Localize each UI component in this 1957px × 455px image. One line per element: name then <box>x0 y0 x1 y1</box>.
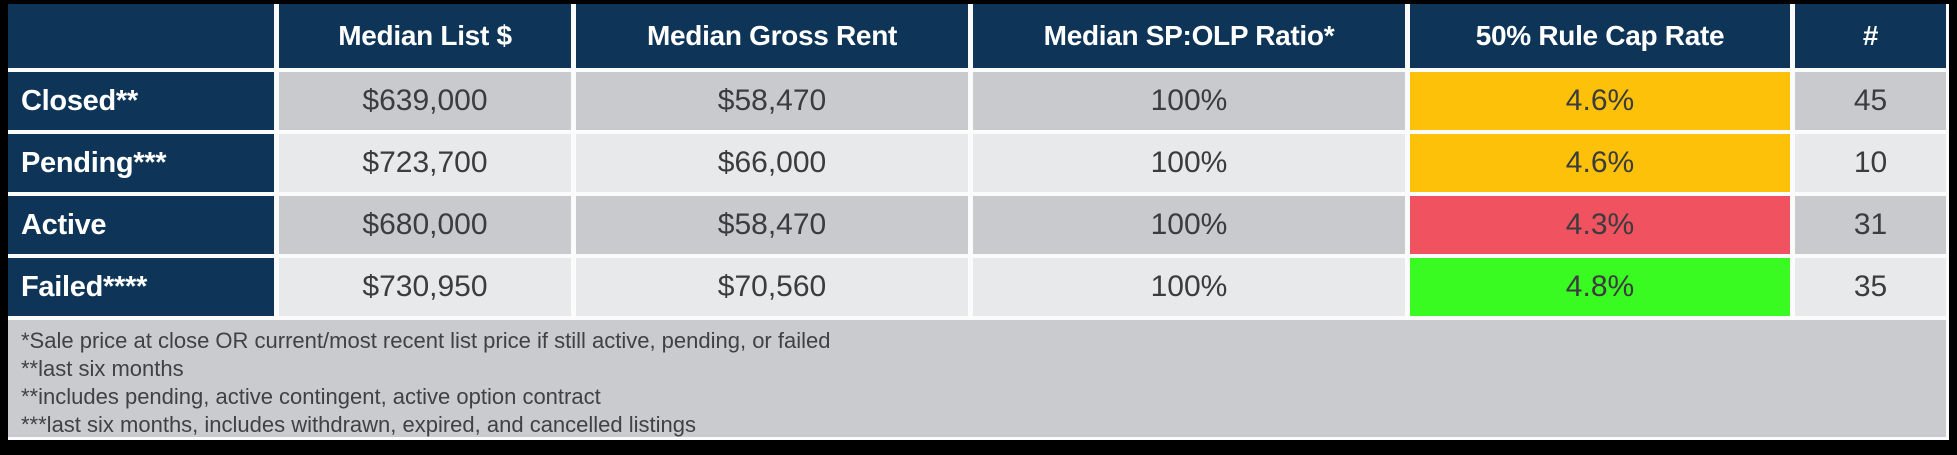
cell-count: 10 <box>1795 134 1946 192</box>
table-frame: Median List $ Median Gross Rent Median S… <box>8 4 1949 440</box>
footnote-sp-olp: *Sale price at close OR current/most rec… <box>21 328 831 353</box>
col-header-cap-rate: 50% Rule Cap Rate <box>1410 4 1790 68</box>
col-header-sp-olp-ratio: Median SP:OLP Ratio* <box>973 4 1405 68</box>
stats-table: Median List $ Median Gross Rent Median S… <box>8 4 1946 316</box>
cell-count: 35 <box>1795 258 1946 316</box>
footnote-closed: **last six months <box>21 356 184 381</box>
cell-median-list: $680,000 <box>279 196 571 254</box>
row-label-pending: Pending*** <box>8 134 274 192</box>
col-header-median-list: Median List $ <box>279 4 571 68</box>
row-label-active: Active <box>8 196 274 254</box>
cell-median-gross-rent: $58,470 <box>576 72 968 130</box>
cell-median-list: $639,000 <box>279 72 571 130</box>
cell-sp-olp-ratio: 100% <box>973 196 1405 254</box>
cell-median-list: $723,700 <box>279 134 571 192</box>
cell-cap-rate: 4.3% <box>1410 196 1790 254</box>
cell-cap-rate: 4.6% <box>1410 72 1790 130</box>
cell-median-gross-rent: $58,470 <box>576 196 968 254</box>
cell-sp-olp-ratio: 100% <box>973 72 1405 130</box>
footnote-pending: **includes pending, active contingent, a… <box>21 384 601 409</box>
col-header-count: # <box>1795 4 1946 68</box>
row-label-failed: Failed**** <box>8 258 274 316</box>
cell-cap-rate: 4.6% <box>1410 134 1790 192</box>
footnotes-block: *Sale price at close OR current/most rec… <box>8 320 1946 437</box>
cell-count: 31 <box>1795 196 1946 254</box>
cell-count: 45 <box>1795 72 1946 130</box>
footnote-failed: ***last six months, includes withdrawn, … <box>21 412 697 437</box>
cell-median-gross-rent: $66,000 <box>576 134 968 192</box>
cell-median-gross-rent: $70,560 <box>576 258 968 316</box>
row-label-closed: Closed** <box>8 72 274 130</box>
corner-cell <box>8 4 274 68</box>
cell-sp-olp-ratio: 100% <box>973 258 1405 316</box>
cell-median-list: $730,950 <box>279 258 571 316</box>
col-header-median-gross-rent: Median Gross Rent <box>576 4 968 68</box>
cell-cap-rate: 4.8% <box>1410 258 1790 316</box>
cell-sp-olp-ratio: 100% <box>973 134 1405 192</box>
